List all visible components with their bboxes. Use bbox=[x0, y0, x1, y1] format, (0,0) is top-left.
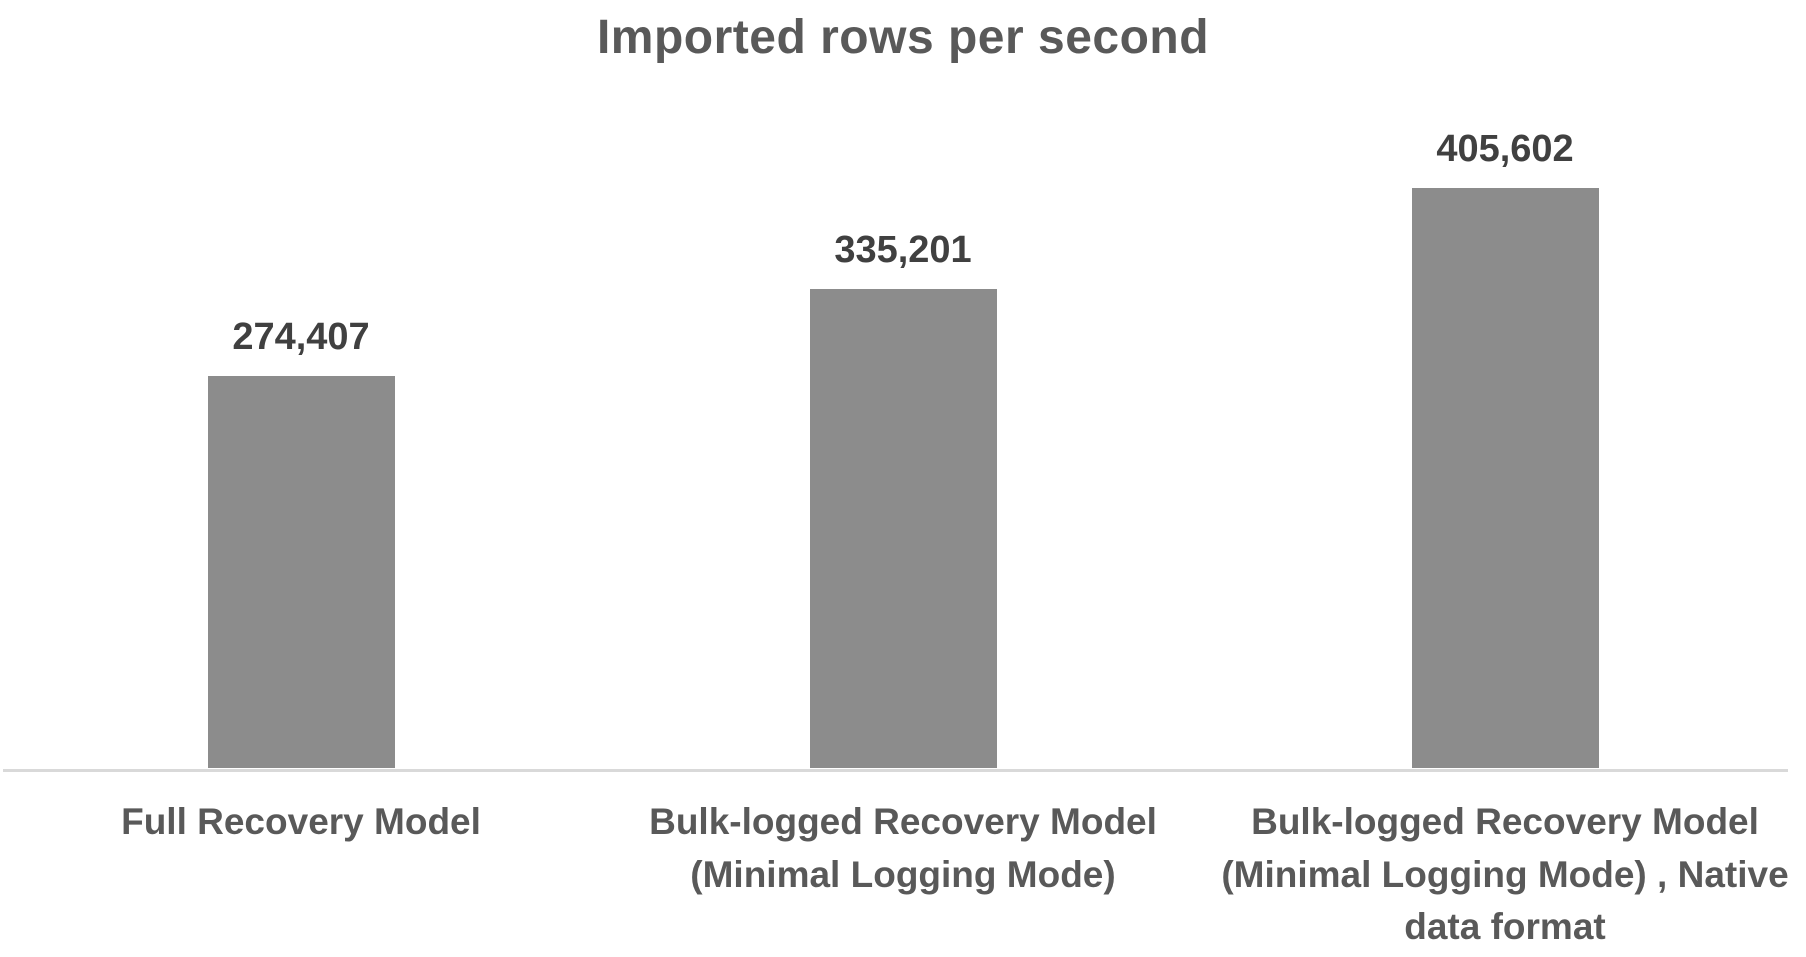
data-label: 335,201 bbox=[834, 229, 972, 271]
category-label-bulk-logged: Bulk-logged Recovery Model (Minimal Logg… bbox=[649, 801, 1157, 895]
bar-group-bulk-logged: 335,201 bbox=[602, 85, 1204, 768]
plot-area: 274,407 335,201 405,602 bbox=[0, 85, 1806, 768]
category-label-bulk-logged-native: Bulk-logged Recovery Model (Minimal Logg… bbox=[1221, 801, 1789, 948]
bar-bulk-logged-native bbox=[1411, 188, 1599, 768]
category-axis: Full Recovery Model Bulk-logged Recovery… bbox=[0, 768, 1806, 954]
category-label-full-recovery: Full Recovery Model bbox=[121, 801, 481, 842]
bar-group-bulk-logged-native: 405,602 bbox=[1204, 85, 1806, 768]
bar-bulk-logged bbox=[809, 289, 997, 768]
data-label: 405,602 bbox=[1436, 128, 1574, 170]
chart-title: Imported rows per second bbox=[596, 11, 1210, 64]
bar-group-full-recovery: 274,407 bbox=[0, 85, 602, 768]
x-axis-line bbox=[3, 769, 1788, 772]
bar-full-recovery bbox=[207, 376, 395, 768]
data-label: 274,407 bbox=[232, 316, 370, 358]
